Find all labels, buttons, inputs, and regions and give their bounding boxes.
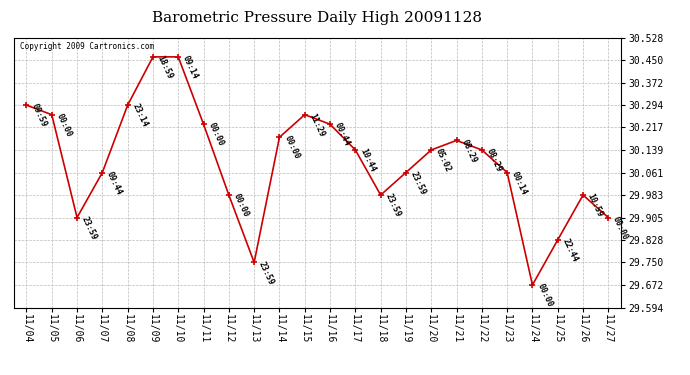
Text: 09:59: 09:59 xyxy=(29,102,48,129)
Text: Copyright 2009 Cartronics.com: Copyright 2009 Cartronics.com xyxy=(20,42,154,51)
Text: 00:00: 00:00 xyxy=(206,122,225,148)
Text: 11:29: 11:29 xyxy=(308,112,326,138)
Text: 22:44: 22:44 xyxy=(560,237,579,264)
Text: Barometric Pressure Daily High 20091128: Barometric Pressure Daily High 20091128 xyxy=(152,11,482,25)
Text: 23:59: 23:59 xyxy=(80,215,99,241)
Text: 09:14: 09:14 xyxy=(181,54,199,81)
Text: 23:59: 23:59 xyxy=(257,260,275,286)
Text: 23:59: 23:59 xyxy=(408,170,427,196)
Text: 09:44: 09:44 xyxy=(105,170,124,196)
Text: 00:14: 00:14 xyxy=(510,170,529,196)
Text: 23:59: 23:59 xyxy=(384,192,402,219)
Text: 10:59: 10:59 xyxy=(586,192,604,219)
Text: 00:00: 00:00 xyxy=(611,215,630,241)
Text: 00:00: 00:00 xyxy=(55,112,73,138)
Text: 05:02: 05:02 xyxy=(434,147,453,174)
Text: 10:44: 10:44 xyxy=(358,147,377,174)
Text: 00:00: 00:00 xyxy=(232,192,250,219)
Text: 23:14: 23:14 xyxy=(130,102,149,129)
Text: 18:59: 18:59 xyxy=(156,54,175,81)
Text: 08:29: 08:29 xyxy=(484,147,503,174)
Text: 00:00: 00:00 xyxy=(535,282,554,309)
Text: 00:44: 00:44 xyxy=(333,122,351,148)
Text: 00:00: 00:00 xyxy=(282,135,301,161)
Text: 08:29: 08:29 xyxy=(460,138,478,164)
